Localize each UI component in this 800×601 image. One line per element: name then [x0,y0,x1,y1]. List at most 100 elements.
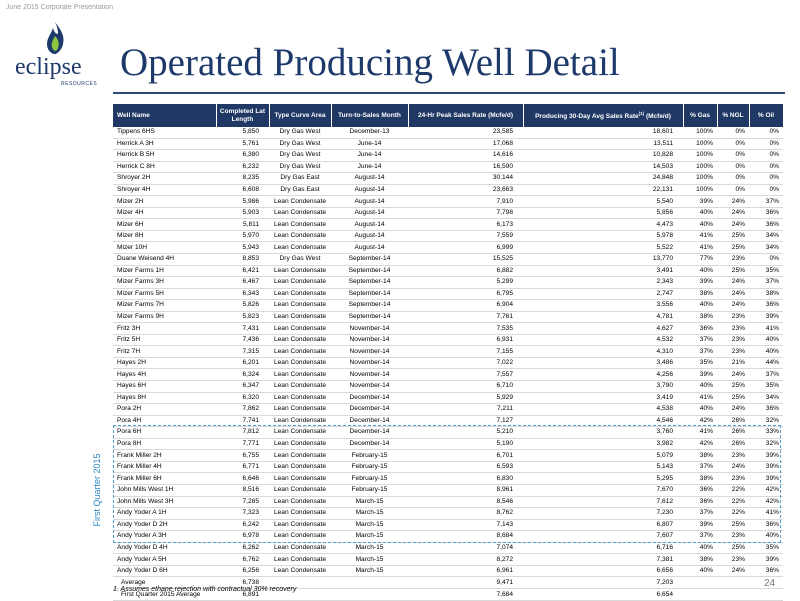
cell-peak-rate: 7,143 [408,519,523,532]
cell-well-name: Hayes 4H [113,368,216,382]
cell-pct-oil: 0% [749,149,783,162]
cell-length: 5,943 [216,241,269,254]
cell-well-name: Mizer 6H [113,218,216,231]
cell-pct-ngl: 22% [717,484,749,497]
cell-30day-avg: 5,143 [523,461,683,474]
cell-peak-rate: 6,882 [408,265,523,278]
cell-turn-to-sales: February-15 [331,472,408,485]
cell-type-curve: Dry Gas West [269,161,331,174]
cell-length: 8,516 [216,484,269,497]
cell-turn-to-sales: September-14 [331,311,408,324]
cell-pct-ngl: 23% [717,322,749,335]
cell-pct-gas: 40% [683,218,717,231]
cell-pct-oil: 40% [749,530,783,543]
cell-length: 7,436 [216,334,269,347]
cell-well-name: Frank Miller 2H [113,449,216,462]
cell-pct-oil: 38% [749,288,783,301]
cell-peak-rate: 6,593 [408,461,523,474]
cell-turn-to-sales: August-14 [331,230,408,243]
cell-type-curve: Lean Condensate [269,461,331,474]
cell-peak-rate: 30,144 [408,172,523,185]
cell-length: 8,853 [216,253,269,266]
cell-pct-ngl: 24% [717,207,749,220]
summary-cell-pct-gas [683,576,717,590]
cell-type-curve: Lean Condensate [269,322,331,335]
cell-30day-avg: 5,522 [523,241,683,254]
cell-pct-gas: 40% [683,207,717,220]
table-row: Andy Yoder D 2H 6,242 Lean Condensate March… [113,519,783,532]
cell-pct-oil: 40% [749,345,783,358]
cell-well-name: Herrick A 3H [113,138,216,151]
cell-pct-gas: 35% [683,357,717,370]
cell-length: 6,421 [216,265,269,278]
cell-pct-oil: 36% [749,565,783,578]
cell-pct-ngl: 24% [717,368,749,382]
summary-cell-turn-to-sales [331,576,408,590]
cell-peak-rate: 7,127 [408,415,523,428]
cell-type-curve: Lean Condensate [269,403,331,416]
cell-30day-avg: 7,607 [523,530,683,543]
cell-length: 7,741 [216,415,269,428]
cell-pct-gas: 100% [683,161,717,174]
cell-type-curve: Lean Condensate [269,380,331,393]
eclipse-logo: eclipse RESOURCES [15,20,97,90]
presentation-label: June 2015 Corporate Presentation [6,4,114,11]
cell-30day-avg: 5,079 [523,449,683,462]
cell-pct-oil: 42% [749,484,783,497]
cell-pct-ngl: 26% [717,438,749,451]
cell-peak-rate: 6,830 [408,472,523,485]
cell-pct-oil: 39% [749,472,783,485]
cell-pct-ngl: 0% [717,149,749,162]
cell-peak-rate: 7,535 [408,322,523,335]
cell-type-curve: Lean Condensate [269,288,331,301]
cell-pct-ngl: 24% [717,565,749,578]
footnote: 1. Assumes ethane rejection with contrac… [113,586,297,593]
cell-pct-oil: 33% [749,426,783,439]
cell-peak-rate: 8,272 [408,553,523,566]
cell-well-name: Fritz 3H [113,322,216,335]
cell-pct-ngl: 24% [717,461,749,474]
cell-pct-gas: 40% [683,299,717,312]
cell-turn-to-sales: February-15 [331,449,408,462]
col-pct-oil: % Oil [749,104,784,127]
cell-pct-gas: 41% [683,241,717,254]
cell-pct-ngl: 25% [717,265,749,278]
cell-turn-to-sales: March-15 [331,542,408,555]
cell-pct-ngl: 0% [717,138,749,151]
cell-pct-ngl: 25% [717,380,749,393]
cell-type-curve: Dry Gas West [269,138,331,151]
cell-pct-oil: 37% [749,195,783,208]
cell-pct-gas: 37% [683,334,717,347]
table-row: Mizer Farms 1H 6,421 Lean Condensate Septem… [113,265,783,278]
cell-length: 6,256 [216,565,269,578]
footnote-marker: (1) [638,110,645,116]
cell-well-name: John Mills West 3H [113,496,216,509]
cell-pct-ngl: 23% [717,472,749,485]
summary-cell-peak-rate: 9,471 [408,576,523,590]
cell-well-name: Tippens 6HS [113,127,216,139]
cell-length: 5,970 [216,230,269,243]
cell-pct-oil: 37% [749,368,783,382]
cell-turn-to-sales: December-14 [331,438,408,451]
cell-pct-gas: 36% [683,484,717,497]
cell-well-name: Fritz 7H [113,345,216,358]
cell-peak-rate: 15,525 [408,253,523,266]
cell-30day-avg: 2,343 [523,276,683,289]
cell-30day-avg: 3,760 [523,426,683,439]
cell-30day-avg: 3,419 [523,392,683,405]
cell-turn-to-sales: March-15 [331,565,408,578]
cell-length: 6,347 [216,380,269,393]
cell-30day-avg: 18,601 [523,127,683,139]
table-row: Pora 2H 7,862 Lean Condensate December-14 7,… [113,403,783,416]
cell-well-name: Andy Yoder D 2H [113,519,216,532]
col-pct-gas: % Gas [683,104,718,127]
cell-pct-gas: 40% [683,265,717,278]
cell-length: 5,823 [216,311,269,324]
cell-pct-gas: 37% [683,530,717,543]
cell-length: 7,771 [216,438,269,451]
cell-pct-ngl: 22% [717,507,749,520]
table-row: Mizer 4H 5,903 Lean Condensate August-14 7,7… [113,207,783,220]
cell-length: 5,761 [216,138,269,151]
cell-length: 7,285 [216,496,269,509]
cell-turn-to-sales: December-14 [331,415,408,428]
